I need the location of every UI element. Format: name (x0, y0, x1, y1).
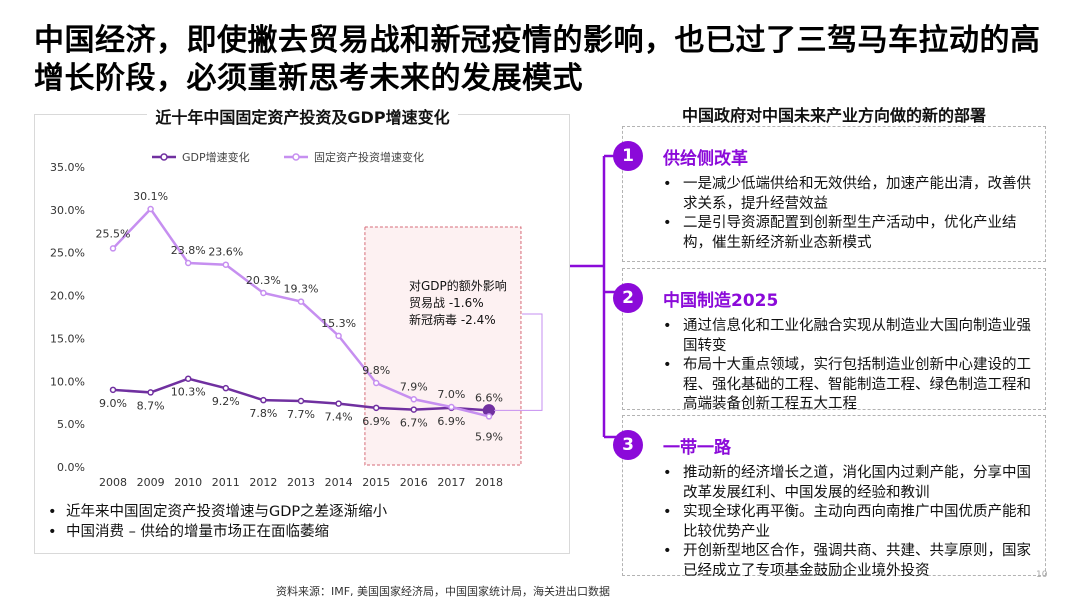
section-title: 供给侧改革 (663, 149, 748, 169)
x-tick-label: 2013 (287, 476, 315, 489)
gdp-data-label: 9.0% (99, 397, 127, 410)
list-item: 开创新型地区合作，强调共商、共建、共享原则，国家已经成立了专项基金鼓励企业境外投… (663, 542, 1035, 581)
takeaway-item: 近年来中国固定资产投资增速与GDP之差逐渐缩小 (48, 502, 558, 522)
gdp-data-label: 10.3% (171, 386, 206, 399)
section-belt-and-road: 3 一带一路 推动新的经济增长之道，消化国内过剩产能，分享中国改革发展红利、中国… (613, 415, 1046, 579)
line-chart: 0.0% 5.0% 10.0% 15.0% 20.0% 25.0% 30.0% 35.0% 20… (50, 150, 543, 489)
gdp-data-label: 9.2% (212, 395, 240, 408)
investment-data-point (335, 332, 342, 340)
x-tick-label: 2015 (362, 476, 390, 489)
investment-data-label: 23.8% (171, 244, 206, 257)
list-item: 通过信息化和工业化融合实现从制造业大国向制造业强国转变 (663, 317, 1035, 356)
right-heading: 中国政府对中国未来产业方向做的新的部署 (681, 106, 986, 125)
list-item: 一是减少低端供给和无效供给，加速产能出清，改善供求关系，提升经营效益 (663, 175, 1035, 214)
section-title: 一带一路 (663, 438, 731, 458)
investment-data-label: 15.3% (321, 317, 356, 330)
page-title: 中国经济，即使撇去贸易战和新冠疫情的影响，也已过了三驾马车拉动的高增长阶段，必须… (34, 23, 1041, 96)
investment-data-label: 9.8% (362, 364, 390, 377)
annotation-connector (494, 313, 543, 411)
chart-title: 近十年中国固定资产投资及GDP增速变化 (0, 104, 605, 128)
investment-data-point (410, 396, 418, 403)
x-tick-label: 2008 (99, 476, 127, 489)
gdp-data-label: 6.6% (475, 391, 503, 404)
investment-data-point (485, 413, 493, 420)
gdp-data-label: 7.4% (325, 411, 353, 424)
section-title: 中国制造2025 (663, 291, 779, 311)
y-tick-label: 20.0% (50, 290, 85, 303)
legend-marker (292, 153, 300, 161)
x-tick-label: 2009 (137, 476, 165, 489)
annotation-text: 新冠病毒 -2.4% (409, 312, 496, 327)
legend-marker (160, 153, 168, 161)
page-number: 10 (1036, 570, 1048, 580)
legend-label: 固定资产投资增速变化 (314, 150, 424, 164)
investment-data-point (448, 403, 455, 411)
gdp-data-label: 6.9% (437, 415, 465, 428)
section-supply-side-reform: 1 供给侧改革 一是减少低端供给和无效供给，加速产能出清，改善供求关系，提升经营… (613, 126, 1046, 262)
investment-data-label: 20.3% (246, 274, 281, 287)
investment-data-point (372, 379, 380, 387)
y-tick-label: 35.0% (50, 161, 85, 174)
investment-data-point (109, 245, 117, 252)
gdp-data-point (184, 375, 192, 382)
annotation-text: 贸易战 -1.6% (409, 296, 484, 310)
x-tick-label: 2018 (475, 476, 503, 489)
list-item: 布局十大重点领域，实行包括制造业创新中心建设的工程、强化基础的工程、智能制造工程… (663, 356, 1035, 415)
gdp-data-point (297, 397, 305, 405)
x-tick-label: 2017 (437, 476, 465, 489)
x-tick-label: 2010 (174, 476, 202, 489)
gdp-data-point (372, 404, 380, 412)
gdp-data-label: 7.8% (249, 407, 277, 420)
y-tick-label: 0.0% (57, 461, 85, 474)
investment-data-label: 19.3% (284, 283, 319, 296)
y-tick-label: 10.0% (50, 375, 85, 388)
x-tick-label: 2016 (400, 476, 428, 489)
list-item: 实现全球化再平衡。主动向西向南推广中国优质产能和比较优势产业 (663, 503, 1035, 542)
gdp-data-label: 6.9% (362, 415, 390, 428)
gdp-data-label: 6.7% (400, 417, 428, 430)
investment-data-point (184, 259, 192, 267)
y-tick-label: 5.0% (57, 418, 85, 431)
investment-data-label: 25.5% (96, 227, 131, 240)
legend-label: GDP增速变化 (182, 150, 250, 164)
investment-data-label: 7.0% (437, 388, 465, 401)
takeaway-item: 中国消费 – 供给的增量市场正在面临萎缩 (48, 522, 558, 542)
investment-data-label: 5.9% (475, 430, 503, 443)
annotation-text: 对GDP的额外影响 (409, 278, 507, 293)
y-tick-label: 30.0% (50, 204, 85, 217)
number-badge: 1 (613, 141, 643, 171)
investment-data-label: 7.9% (400, 380, 428, 393)
section-made-in-china-2025: 2 中国制造2025 通过信息化和工业化融合实现从制造业大国向制造业强国转变 布… (613, 268, 1046, 412)
highlight-region (364, 226, 522, 466)
gdp-data-point (335, 400, 342, 407)
number-badge: 2 (613, 283, 643, 313)
gdp-data-point (222, 384, 230, 392)
investment-data-point (222, 261, 230, 268)
y-tick-label: 15.0% (50, 332, 85, 345)
list-item: 二是引导资源配置到创新型生产活动中，优化产业结构，催生新经济新业态新模式 (663, 214, 1035, 253)
gdp-data-label: 8.7% (137, 399, 165, 412)
x-tick-label: 2014 (325, 476, 353, 489)
gdp-data-point (147, 389, 154, 396)
x-tick-label: 2011 (212, 476, 240, 489)
gdp-data-point (109, 386, 117, 394)
y-tick-label: 25.0% (50, 247, 85, 260)
gdp-data-point (260, 396, 267, 404)
investment-data-point (147, 205, 154, 213)
list-item: 推动新的经济增长之道，消化国内过剩产能，分享中国改革发展红利、中国发展的经验和教… (663, 464, 1035, 503)
investment-data-label: 30.1% (133, 190, 168, 203)
gdp-data-label: 7.7% (287, 408, 315, 421)
source-note: 资料来源：IMF, 美国国家经济局，中国国家统计局，海关进出口数据 (276, 585, 611, 598)
investment-data-label: 23.6% (208, 246, 243, 259)
chart-takeaways: 近年来中国固定资产投资增速与GDP之差逐渐缩小 中国消费 – 供给的增量市场正在… (48, 502, 558, 542)
investment-data-point (260, 289, 267, 297)
x-tick-label: 2012 (249, 476, 277, 489)
investment-data-point (297, 298, 305, 305)
gdp-data-point (410, 406, 418, 413)
number-badge: 3 (613, 430, 643, 460)
